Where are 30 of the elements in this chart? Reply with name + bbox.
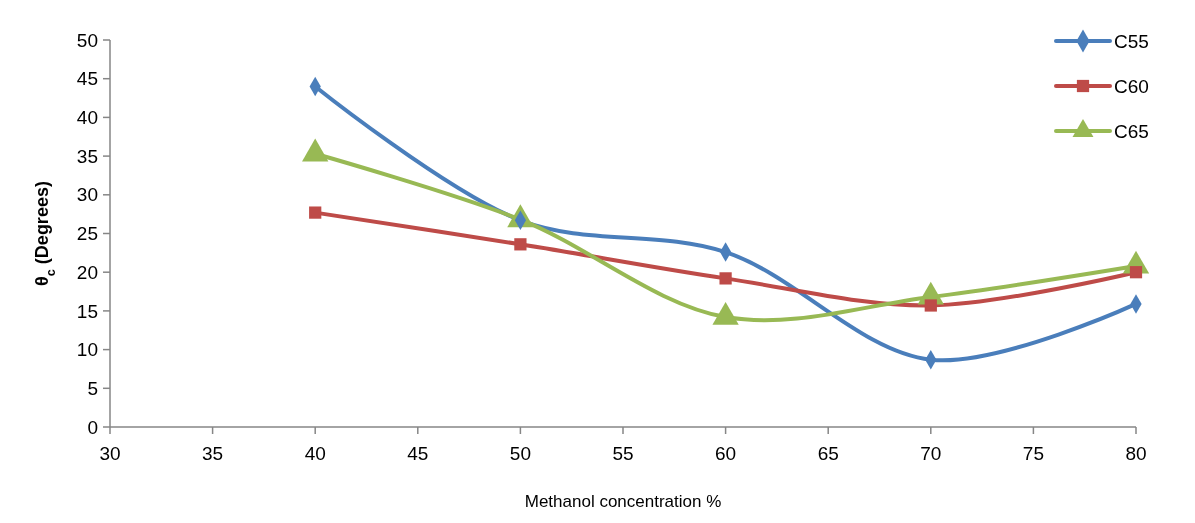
y-tick-label: 10 xyxy=(76,339,98,361)
legend-label: C65 xyxy=(1114,120,1149,142)
x-tick-label: 55 xyxy=(612,443,634,464)
x-tick-label: 50 xyxy=(509,443,531,464)
y-tick-label: 20 xyxy=(76,261,98,283)
y-tick-label: 50 xyxy=(76,29,98,51)
x-tick-label: 35 xyxy=(202,443,224,464)
y-tick-label: 25 xyxy=(76,223,98,245)
y-tick-label: 30 xyxy=(76,184,98,206)
x-axis-title: Methanol concentration % xyxy=(524,492,722,511)
y-tick-label: 40 xyxy=(76,107,98,129)
y-tick-label: 45 xyxy=(76,68,98,90)
point xyxy=(924,299,937,312)
point xyxy=(514,238,527,251)
x-tick-label: 80 xyxy=(1125,443,1147,464)
point xyxy=(719,272,732,285)
x-tick-label: 75 xyxy=(1022,443,1044,464)
y-tick-label: 35 xyxy=(76,145,98,167)
legend-label: C60 xyxy=(1114,75,1149,97)
x-tick-label: 45 xyxy=(407,443,429,464)
legend-label: C55 xyxy=(1114,30,1149,52)
y-tick-label: 0 xyxy=(87,416,98,438)
x-tick-label: 70 xyxy=(920,443,942,464)
x-tick-label: 65 xyxy=(817,443,839,464)
x-tick-label: 40 xyxy=(304,443,326,464)
y-tick-label: 15 xyxy=(76,300,98,322)
y-tick-label: 5 xyxy=(87,377,98,399)
point xyxy=(1129,266,1143,279)
point xyxy=(309,206,322,219)
x-tick-label: 60 xyxy=(715,443,737,464)
